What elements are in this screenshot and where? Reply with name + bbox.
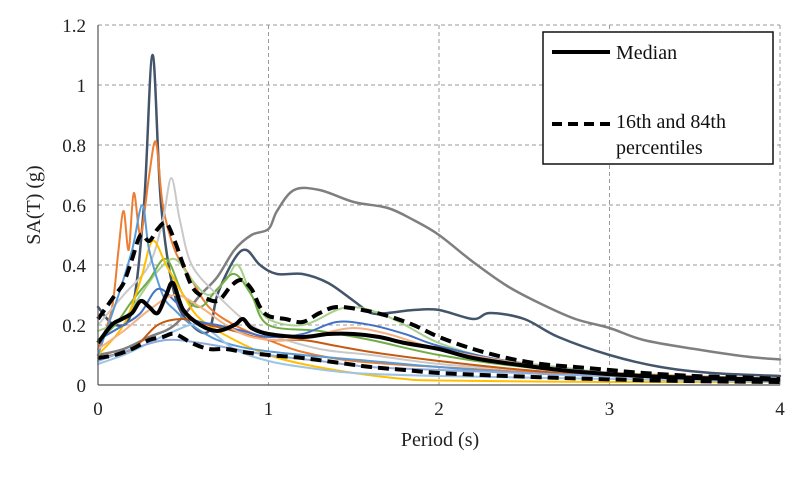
legend: Median 16th and 84th percentiles bbox=[542, 31, 774, 165]
y-tick-label: 1 bbox=[77, 76, 87, 97]
y-axis-title: SA(T) (g) bbox=[23, 165, 45, 244]
spectrum-line-10 bbox=[97, 318, 781, 380]
x-tick-label: 4 bbox=[775, 399, 785, 420]
y-tick-label: 0.4 bbox=[62, 256, 86, 277]
y-tick-label: 0.2 bbox=[62, 316, 86, 337]
y-tick-label: 0 bbox=[77, 376, 87, 397]
axes-layer: 0 0.2 0.4 0.6 0.8 1 1.2 0 1 2 3 4 bbox=[62, 16, 785, 420]
x-tick-label: 2 bbox=[434, 399, 444, 420]
legend-percentiles-label-line1: 16th and 84th bbox=[616, 111, 726, 133]
x-axis-title: Period (s) bbox=[401, 429, 479, 451]
median-line bbox=[96, 280, 781, 382]
y-tick-label: 0.8 bbox=[62, 136, 86, 157]
spectrum-line-2 bbox=[96, 53, 782, 378]
stats-layer bbox=[96, 220, 781, 384]
legend-percentiles-label-line2: percentiles bbox=[616, 137, 703, 159]
percentile-84-line bbox=[96, 220, 781, 381]
y-tick-label: 0.6 bbox=[62, 196, 86, 217]
legend-median-label: Median bbox=[616, 42, 677, 64]
x-tick-label: 0 bbox=[93, 399, 103, 420]
percentile-16-line bbox=[97, 331, 781, 384]
y-tick-label: 1.2 bbox=[62, 16, 86, 37]
x-tick-label: 1 bbox=[264, 399, 274, 420]
x-tick-label: 3 bbox=[605, 399, 615, 420]
